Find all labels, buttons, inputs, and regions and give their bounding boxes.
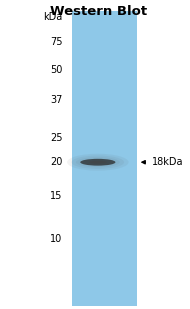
Text: 18kDa: 18kDa (152, 157, 184, 167)
Text: 75: 75 (50, 37, 63, 47)
Ellipse shape (80, 159, 116, 166)
Text: 25: 25 (50, 133, 63, 142)
Bar (72, 11, 137, 306)
Text: 50: 50 (50, 65, 63, 74)
Ellipse shape (76, 157, 120, 167)
Text: Western Blot: Western Blot (50, 5, 147, 18)
Text: 20: 20 (50, 157, 63, 167)
Ellipse shape (71, 155, 124, 169)
Text: kDa: kDa (44, 12, 63, 22)
Text: 15: 15 (50, 191, 63, 201)
Ellipse shape (80, 159, 116, 166)
Text: 37: 37 (50, 95, 63, 105)
Ellipse shape (89, 161, 107, 164)
Ellipse shape (67, 154, 129, 171)
Text: 10: 10 (51, 235, 63, 244)
